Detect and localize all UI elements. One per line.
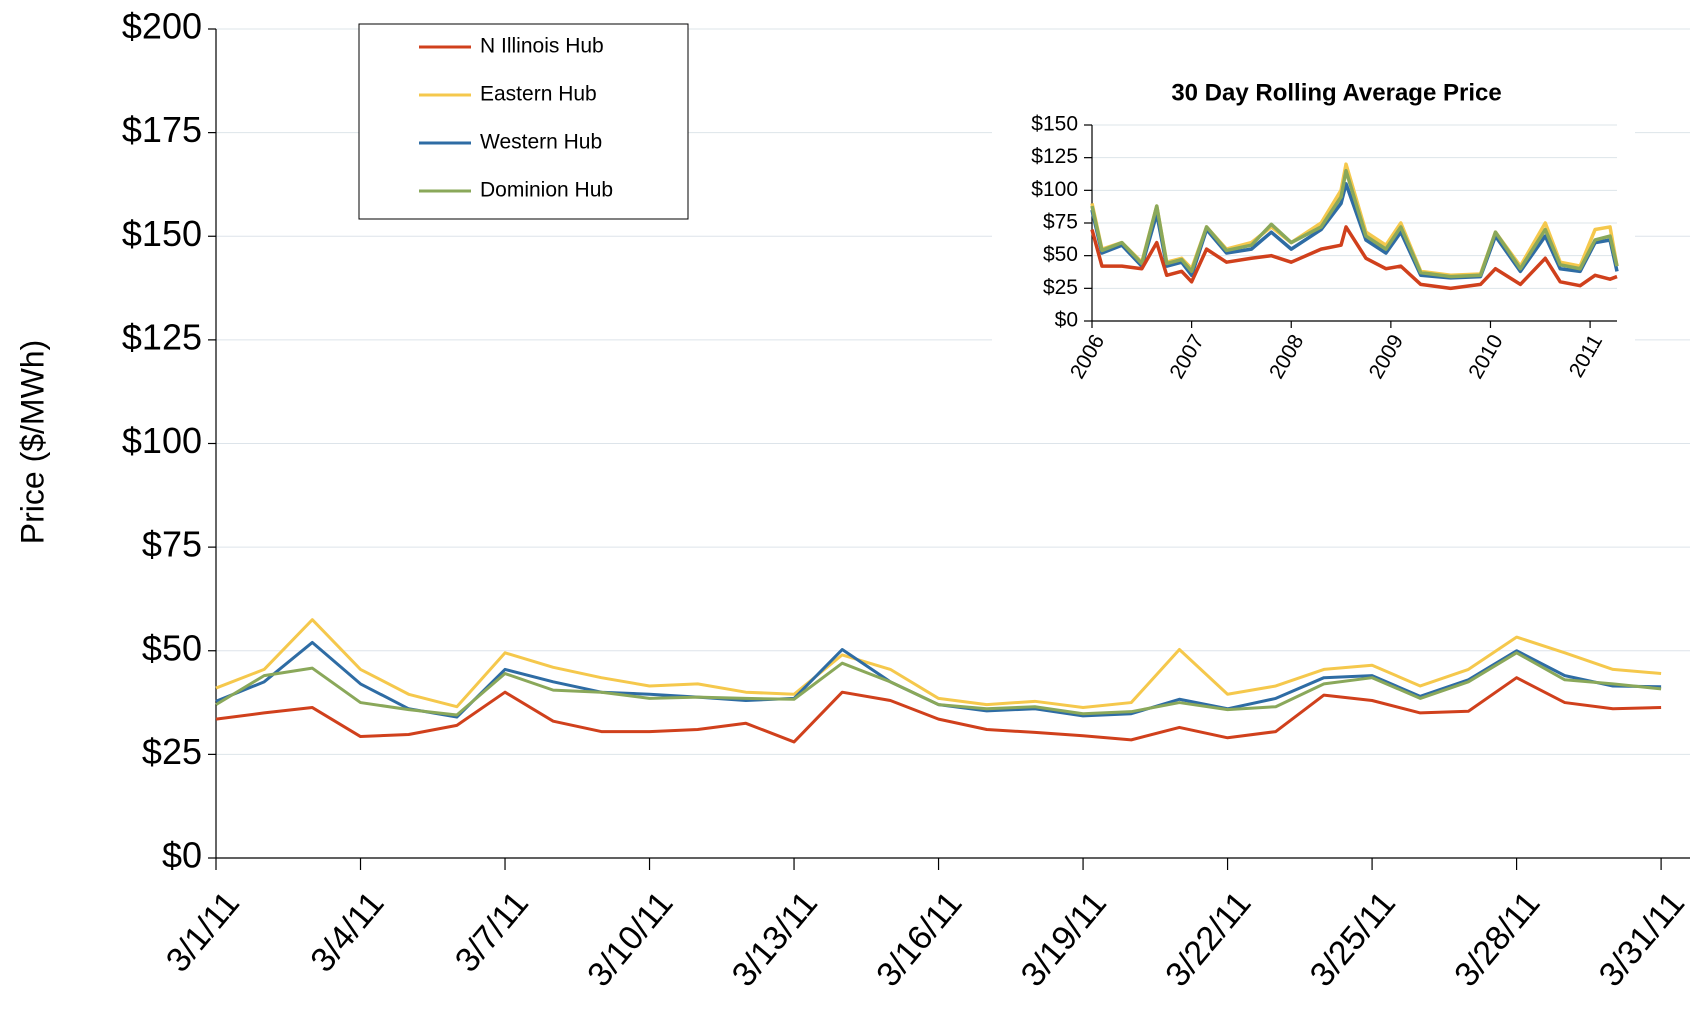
x-tick-label: 3/28/11: [1447, 884, 1547, 993]
y-tick-label: $50: [142, 627, 202, 668]
legend-label: N Illinois Hub: [480, 35, 604, 58]
y-tick-label: $25: [1043, 276, 1078, 299]
legend-label: Eastern Hub: [480, 83, 597, 106]
y-tick-label: $100: [122, 420, 202, 461]
chart-title: 30 Day Rolling Average Price: [1171, 79, 1501, 106]
x-tick-label: 3/16/11: [869, 884, 969, 993]
y-tick-label: $25: [142, 731, 202, 772]
x-tick-label: 3/10/11: [580, 884, 680, 993]
y-tick-label: $125: [1031, 145, 1078, 168]
x-tick-label: 3/1/11: [159, 884, 247, 979]
y-tick-label: $125: [122, 316, 202, 357]
x-tick-label: 3/19/11: [1014, 884, 1114, 993]
y-tick-label: $0: [162, 835, 202, 876]
x-tick-label: 3/22/11: [1158, 884, 1258, 993]
y-tick-label: $0: [1055, 309, 1078, 332]
x-tick-label: 3/7/11: [448, 884, 536, 979]
series-line: [1090, 168, 1619, 279]
series-line: [215, 618, 1662, 710]
legend-label: Western Hub: [480, 131, 602, 154]
y-tick-label: $200: [122, 6, 202, 47]
series-line: [215, 676, 1662, 744]
x-tick-label: 3/4/11: [303, 884, 391, 979]
series-line: [1090, 225, 1618, 291]
y-tick-label: $150: [122, 213, 202, 254]
series-line: [215, 651, 1662, 717]
y-tick-label: $75: [1043, 211, 1078, 234]
x-tick-label: 3/31/11: [1592, 884, 1691, 993]
legend-box: [358, 23, 689, 220]
y-tick-label: $100: [1031, 178, 1078, 201]
x-tick-label: 3/13/11: [725, 884, 825, 993]
y-tick-label: $50: [1043, 243, 1078, 266]
y-tick-label: $75: [142, 524, 202, 565]
y-tick-label: $175: [122, 109, 202, 150]
y-axis-title: Price ($/MWh): [14, 340, 50, 544]
y-tick-label: $150: [1031, 113, 1078, 136]
x-tick-label: 3/25/11: [1303, 884, 1403, 993]
legend-label: Dominion Hub: [480, 179, 613, 202]
inset-background: [992, 60, 1635, 440]
